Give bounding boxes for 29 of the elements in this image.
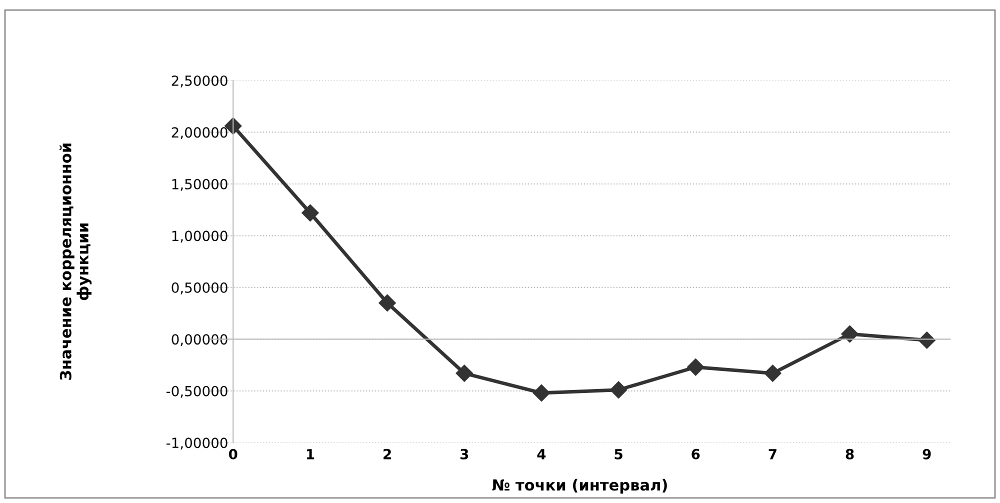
y-tick-label: -0,50000 <box>166 386 228 398</box>
y-tick-label: 2,00000 <box>172 127 228 140</box>
point <box>532 384 550 402</box>
x-tick-label: 3 <box>460 448 468 460</box>
y-tick-label: 0,00000 <box>172 334 228 346</box>
x-tick-label: 9 <box>922 448 931 460</box>
x-axis-title: № точки (интервал) <box>492 478 667 494</box>
x-tick-label: 1 <box>306 449 314 460</box>
y-tick-label: 2,50000 <box>172 75 228 88</box>
point <box>378 294 396 312</box>
y-tick-label: 1,50000 <box>172 178 228 191</box>
point <box>918 332 936 349</box>
point <box>764 364 782 382</box>
point <box>302 204 319 222</box>
point <box>610 381 628 398</box>
point <box>456 364 473 382</box>
x-tick-label: 5 <box>614 449 622 460</box>
x-tick-label: 7 <box>768 449 776 460</box>
y-tick-label: -1,00000 <box>166 438 228 450</box>
x-tick-label: 2 <box>384 448 391 460</box>
x-tick-label: 4 <box>537 449 546 460</box>
x-tick-label: 6 <box>692 448 700 460</box>
y-tick-label: 0,50000 <box>172 282 228 294</box>
x-tick-label: 8 <box>846 448 854 460</box>
point <box>841 325 858 343</box>
y-axis-title: Значение корреляционной функции <box>60 144 92 380</box>
x-tick-label: 0 <box>228 448 238 460</box>
point <box>687 358 704 376</box>
y-tick-label: 1,00000 <box>172 230 228 243</box>
